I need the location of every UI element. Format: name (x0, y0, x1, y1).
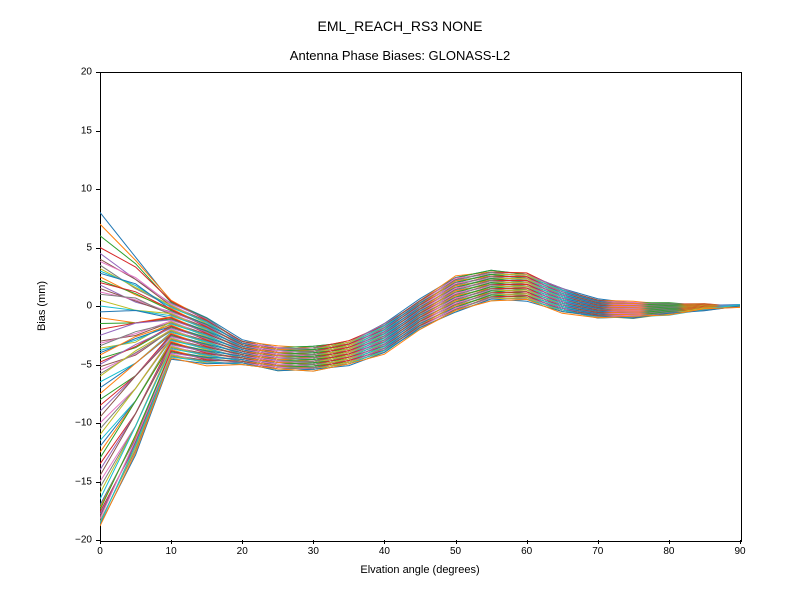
x-tick-label: 80 (663, 546, 674, 557)
y-tick-label: −5 (64, 359, 92, 370)
x-tick-mark (598, 540, 599, 544)
series-line (100, 298, 740, 515)
y-tick-label: −10 (64, 418, 92, 429)
series-line (100, 296, 740, 500)
x-tick-label: 70 (592, 546, 603, 557)
x-tick-mark (242, 540, 243, 544)
y-tick-mark (96, 306, 100, 307)
y-tick-mark (96, 131, 100, 132)
y-tick-mark (96, 365, 100, 366)
series-line (100, 295, 740, 505)
series-line (100, 299, 740, 523)
x-tick-mark (313, 540, 314, 544)
x-tick-mark (527, 540, 528, 544)
y-tick-label: 15 (64, 125, 92, 136)
y-tick-label: 20 (64, 67, 92, 78)
x-tick-label: 50 (450, 546, 461, 557)
y-tick-mark (96, 540, 100, 541)
y-axis-label: Bias (mm) (36, 281, 48, 331)
x-tick-label: 40 (379, 546, 390, 557)
y-tick-mark (96, 423, 100, 424)
y-tick-label: 0 (64, 301, 92, 312)
x-tick-label: 20 (237, 546, 248, 557)
y-tick-label: 5 (64, 242, 92, 253)
x-tick-mark (669, 540, 670, 544)
x-tick-label: 90 (734, 546, 745, 557)
x-tick-label: 10 (166, 546, 177, 557)
chart-lines (0, 0, 800, 600)
x-tick-label: 30 (308, 546, 319, 557)
y-tick-mark (96, 248, 100, 249)
x-tick-label: 0 (97, 546, 103, 557)
x-tick-mark (171, 540, 172, 544)
series-line (100, 299, 740, 526)
x-tick-mark (100, 540, 101, 544)
y-tick-mark (96, 189, 100, 190)
y-tick-label: −20 (64, 535, 92, 546)
y-tick-label: 10 (64, 184, 92, 195)
y-tick-mark (96, 72, 100, 73)
x-tick-mark (456, 540, 457, 544)
x-tick-mark (740, 540, 741, 544)
x-tick-label: 60 (521, 546, 532, 557)
x-axis-label: Elvation angle (degrees) (360, 564, 479, 576)
x-tick-mark (384, 540, 385, 544)
y-tick-mark (96, 482, 100, 483)
y-tick-label: −15 (64, 476, 92, 487)
